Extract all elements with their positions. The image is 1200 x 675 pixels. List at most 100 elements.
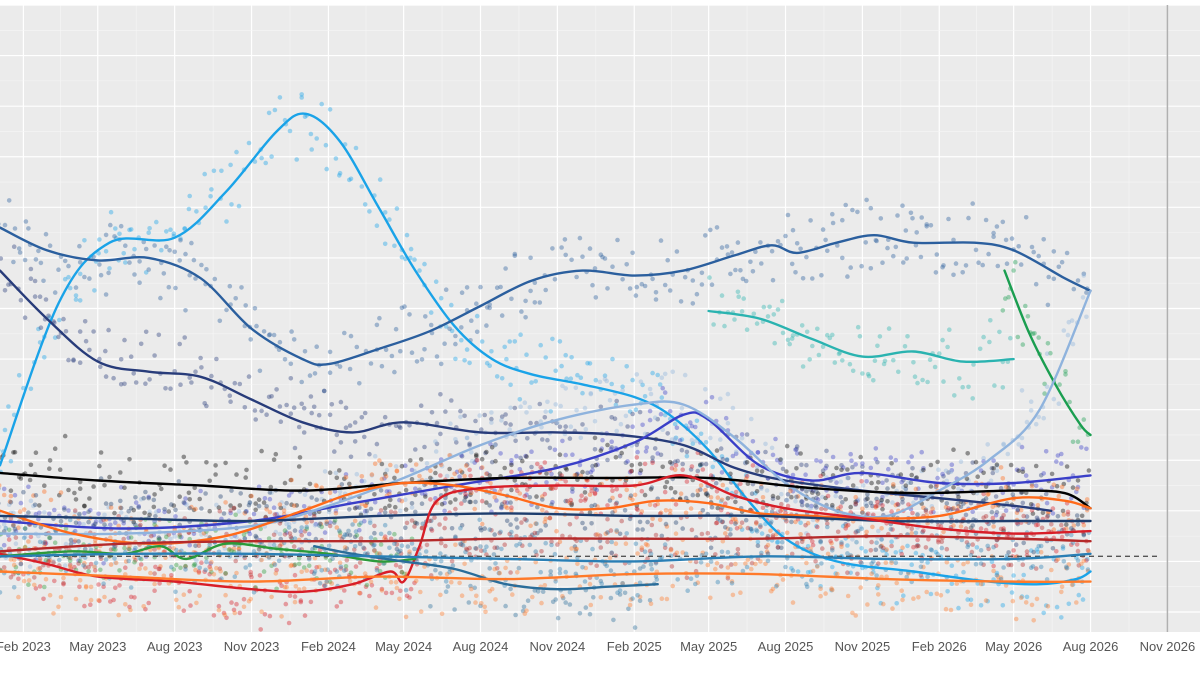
poll-point <box>457 580 462 586</box>
poll-point <box>1020 342 1026 347</box>
poll-point <box>342 568 347 573</box>
poll-point <box>594 563 599 568</box>
poll-point <box>1076 592 1082 598</box>
poll-point <box>725 391 731 397</box>
poll-point <box>949 563 955 568</box>
poll-point <box>37 556 43 561</box>
poll-point <box>477 413 483 418</box>
poll-point <box>775 509 781 514</box>
poll-point <box>784 469 789 474</box>
poll-point <box>388 497 393 503</box>
poll-point <box>845 467 850 472</box>
poll-point <box>352 547 357 552</box>
poll-point <box>112 510 117 516</box>
poll-point <box>833 493 838 499</box>
poll-point <box>98 519 104 524</box>
poll-point <box>895 501 900 507</box>
poll-point <box>472 460 478 465</box>
poll-point <box>497 570 503 576</box>
poll-point <box>755 450 761 455</box>
poll-point <box>650 460 655 466</box>
poll-point <box>889 509 894 514</box>
poll-point <box>459 325 464 330</box>
poll-point <box>96 251 101 256</box>
poll-point <box>282 357 288 362</box>
poll-point <box>563 424 568 429</box>
poll-point <box>382 241 388 247</box>
poll-point <box>860 506 865 512</box>
poll-point <box>303 514 309 519</box>
poll-point <box>968 602 974 608</box>
poll-point <box>267 613 273 619</box>
poll-point <box>316 412 322 418</box>
poll-point <box>909 472 914 478</box>
poll-point <box>158 564 163 569</box>
poll-point <box>409 541 415 546</box>
poll-point <box>202 171 207 177</box>
poll-point <box>539 425 544 430</box>
poll-point <box>377 458 382 463</box>
poll-point <box>491 552 497 557</box>
poll-point <box>1000 603 1006 608</box>
poll-point <box>66 487 71 493</box>
poll-point <box>444 473 450 479</box>
poll-point <box>193 543 198 549</box>
poll-point <box>803 472 808 478</box>
poll-point <box>805 520 811 526</box>
poll-point <box>710 464 716 470</box>
poll-point <box>637 470 643 476</box>
poll-point <box>226 547 232 553</box>
poll-point <box>647 502 653 508</box>
poll-point <box>709 395 715 400</box>
poll-point <box>469 586 474 592</box>
poll-point <box>614 398 619 404</box>
poll-point <box>296 464 302 469</box>
poll-point <box>873 238 879 243</box>
poll-point <box>719 549 725 555</box>
poll-point <box>192 562 197 567</box>
poll-point <box>493 597 498 602</box>
poll-point <box>657 382 663 387</box>
poll-point <box>780 577 786 582</box>
poll-point <box>649 522 655 528</box>
poll-point <box>1043 491 1049 497</box>
poll-point <box>896 502 901 508</box>
poll-point <box>1024 514 1030 519</box>
poll-point <box>278 419 284 425</box>
poll-point <box>464 494 469 499</box>
x-tick-label: May 2026 <box>985 639 1042 654</box>
poll-point <box>789 261 795 267</box>
poll-point <box>573 571 579 577</box>
poll-point <box>971 362 976 367</box>
poll-point <box>699 461 705 467</box>
poll-point <box>264 412 269 418</box>
poll-point <box>927 357 933 363</box>
poll-point <box>449 579 454 585</box>
poll-point <box>866 373 872 379</box>
poll-point <box>131 519 136 525</box>
poll-point <box>794 494 799 500</box>
poll-point <box>634 442 640 448</box>
poll-point <box>227 283 233 289</box>
poll-point <box>118 382 124 387</box>
poll-point <box>738 590 743 595</box>
poll-point <box>733 267 738 273</box>
poll-point <box>428 468 433 474</box>
poll-point <box>563 479 568 484</box>
poll-point <box>815 491 821 497</box>
poll-point <box>624 364 629 369</box>
poll-point <box>98 518 103 523</box>
poll-point <box>639 488 645 494</box>
poll-point <box>311 511 317 516</box>
poll-point <box>187 272 192 278</box>
poll-point <box>739 436 745 441</box>
poll-point <box>271 505 277 511</box>
poll-point <box>613 501 619 507</box>
poll-point <box>187 375 192 380</box>
poll-point <box>755 543 761 548</box>
poll-point <box>18 500 24 506</box>
poll-point <box>111 546 116 552</box>
poll-point <box>146 600 151 606</box>
poll-point <box>294 503 300 508</box>
poll-point <box>667 408 673 414</box>
